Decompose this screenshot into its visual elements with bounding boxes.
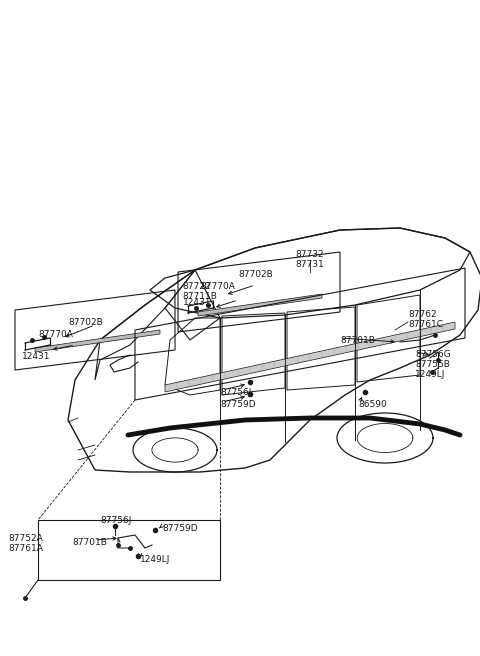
- Text: 1249LJ: 1249LJ: [415, 370, 445, 379]
- Text: 87756J: 87756J: [100, 516, 132, 525]
- Text: 87756J: 87756J: [220, 388, 252, 397]
- Polygon shape: [198, 294, 322, 316]
- Text: 87722: 87722: [182, 282, 211, 291]
- Text: 87759D: 87759D: [220, 400, 256, 409]
- Text: 1249LJ: 1249LJ: [140, 555, 170, 564]
- Text: 87770A: 87770A: [200, 282, 235, 291]
- Text: 87701B: 87701B: [72, 538, 107, 547]
- Text: 87711B: 87711B: [182, 292, 217, 301]
- Text: 87701B: 87701B: [340, 336, 375, 345]
- Text: 87761A: 87761A: [8, 544, 43, 553]
- Text: 87755B: 87755B: [415, 360, 450, 369]
- Text: 87702B: 87702B: [68, 318, 103, 327]
- Text: 87759D: 87759D: [162, 524, 198, 533]
- Text: 12431: 12431: [183, 298, 212, 307]
- Text: 87770A: 87770A: [38, 330, 73, 339]
- Text: 87756G: 87756G: [415, 350, 451, 359]
- Text: 12431: 12431: [22, 352, 50, 361]
- Text: 87762: 87762: [408, 310, 437, 319]
- Text: 87761C: 87761C: [408, 320, 443, 329]
- Text: 86590: 86590: [358, 400, 387, 409]
- Polygon shape: [35, 330, 160, 352]
- Text: 87752A: 87752A: [8, 534, 43, 543]
- Text: 87702B: 87702B: [238, 270, 273, 279]
- Text: 87731: 87731: [296, 260, 324, 269]
- Text: 87732: 87732: [296, 250, 324, 259]
- Polygon shape: [165, 322, 455, 392]
